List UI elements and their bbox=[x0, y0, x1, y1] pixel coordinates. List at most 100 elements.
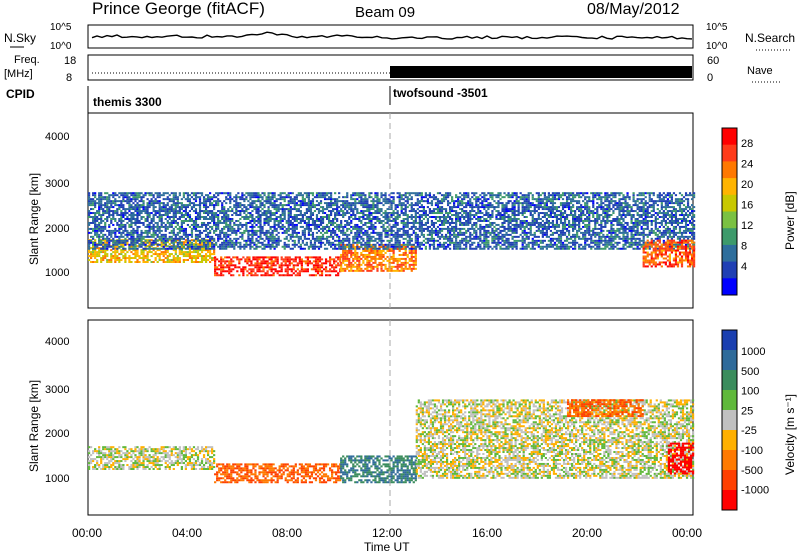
power-cell bbox=[275, 212, 278, 215]
power-cell bbox=[225, 245, 228, 248]
power-cell bbox=[213, 231, 216, 234]
power-cell bbox=[335, 270, 338, 273]
power-cell bbox=[418, 221, 421, 224]
power-cell bbox=[358, 259, 361, 262]
power-cell bbox=[453, 206, 456, 209]
power-cell bbox=[469, 204, 472, 207]
power-cell bbox=[255, 239, 258, 242]
power-cell bbox=[412, 221, 415, 224]
power-cell bbox=[342, 210, 345, 213]
power-cell bbox=[333, 258, 336, 261]
power-cell bbox=[330, 212, 333, 215]
power-cell bbox=[360, 231, 363, 234]
power-cell bbox=[448, 192, 452, 195]
power-cell bbox=[305, 208, 308, 211]
power-cell bbox=[342, 225, 345, 228]
power-cell bbox=[242, 270, 245, 273]
power-cell bbox=[400, 210, 403, 213]
power-cell bbox=[257, 200, 260, 203]
power-cell bbox=[432, 216, 436, 218]
power-cell bbox=[380, 210, 383, 213]
power-cell bbox=[267, 206, 270, 209]
power-cell bbox=[402, 267, 405, 270]
power-cell bbox=[178, 206, 181, 209]
power-cell bbox=[204, 200, 208, 203]
power-cell bbox=[467, 196, 470, 199]
power-cell bbox=[398, 263, 401, 266]
power-cell bbox=[230, 270, 233, 273]
power-cell bbox=[220, 256, 223, 259]
power-cell bbox=[461, 204, 464, 207]
power-cell bbox=[264, 260, 267, 263]
power-cell bbox=[402, 202, 405, 205]
power-cell bbox=[184, 239, 187, 242]
power-cell bbox=[412, 229, 415, 232]
power-cell bbox=[248, 268, 251, 271]
power-cell bbox=[344, 244, 347, 247]
power-cell bbox=[194, 243, 198, 246]
power-cell bbox=[182, 229, 185, 232]
power-cell bbox=[251, 235, 254, 238]
power-cell bbox=[336, 200, 339, 203]
power-cell bbox=[293, 239, 296, 242]
power-cell bbox=[122, 194, 125, 197]
power-cell bbox=[194, 218, 198, 220]
power-cell bbox=[170, 225, 173, 228]
power-cell bbox=[378, 239, 381, 242]
power-cell bbox=[213, 239, 216, 242]
power-cell bbox=[114, 192, 117, 195]
power-cell bbox=[360, 196, 363, 199]
power-cell bbox=[469, 233, 472, 236]
power-cell bbox=[249, 204, 252, 207]
power-cell bbox=[396, 212, 399, 215]
power-cell bbox=[266, 262, 269, 265]
power-cell bbox=[402, 204, 405, 207]
power-cell bbox=[461, 247, 464, 250]
power-cell bbox=[277, 210, 280, 213]
power-cell bbox=[122, 231, 125, 234]
power-cell bbox=[348, 239, 351, 242]
power-cell bbox=[459, 231, 462, 234]
power-cell bbox=[283, 216, 286, 218]
power-cell bbox=[487, 206, 490, 209]
power-cell bbox=[342, 243, 345, 246]
power-cell bbox=[138, 221, 141, 224]
power-cell bbox=[271, 231, 274, 234]
power-cell bbox=[287, 210, 290, 213]
power-cell bbox=[483, 243, 486, 246]
power-cell bbox=[380, 255, 383, 258]
power-cell bbox=[136, 204, 139, 207]
power-cell bbox=[366, 233, 369, 236]
power-cell bbox=[136, 202, 139, 205]
power-cell bbox=[330, 245, 333, 248]
power-cell bbox=[303, 214, 306, 217]
power-cell bbox=[368, 196, 371, 199]
power-cell bbox=[244, 268, 247, 271]
power-cell bbox=[220, 264, 223, 267]
power-cell bbox=[438, 243, 442, 246]
power-cell bbox=[414, 204, 417, 207]
power-cell bbox=[328, 258, 332, 261]
power-cell bbox=[98, 223, 101, 226]
power-cell bbox=[319, 216, 323, 218]
power-cell bbox=[130, 251, 133, 254]
power-cell bbox=[298, 262, 301, 265]
power-cell bbox=[342, 259, 345, 262]
power-cell bbox=[112, 212, 115, 215]
power-cell bbox=[396, 218, 399, 220]
power-cell bbox=[136, 216, 139, 218]
power-cell bbox=[297, 231, 300, 234]
power-cell bbox=[434, 196, 438, 199]
power-cell bbox=[186, 219, 190, 222]
power-cell bbox=[273, 214, 276, 217]
power-cell bbox=[288, 274, 291, 277]
power-cell bbox=[211, 198, 214, 201]
power-cell bbox=[134, 219, 137, 222]
power-cell bbox=[100, 225, 103, 228]
power-cell bbox=[453, 235, 456, 238]
power-cell bbox=[194, 249, 198, 252]
power-cell bbox=[276, 262, 279, 265]
power-cell bbox=[422, 243, 425, 246]
power-cell bbox=[88, 259, 91, 262]
power-cell bbox=[146, 210, 149, 213]
